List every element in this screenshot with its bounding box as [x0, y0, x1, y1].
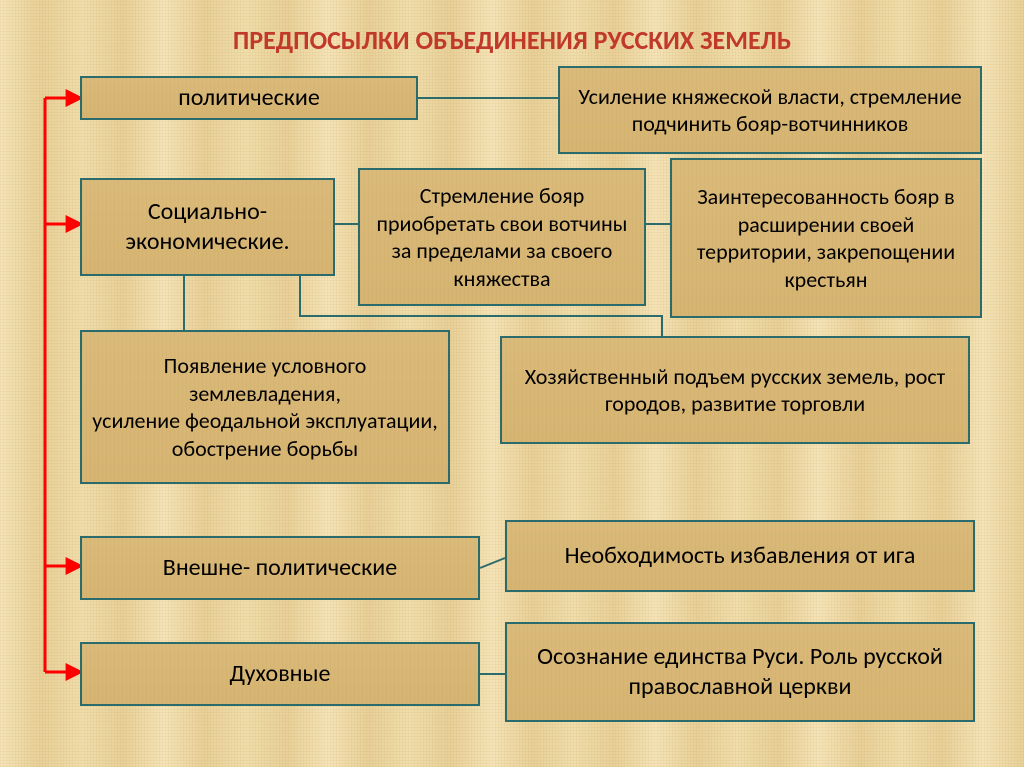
- box-text: Социально- экономические.: [125, 197, 289, 257]
- box-text: Осознание единства Руси. Роль русской пр…: [515, 642, 965, 702]
- box-political: политические: [80, 76, 418, 120]
- box-foreign-detail: Необходимость избавления от ига: [505, 520, 975, 592]
- box-text: политические: [178, 83, 320, 113]
- box-political-detail: Усиление княжеской власти, стремление по…: [558, 66, 982, 154]
- box-spiritual-detail: Осознание единства Руси. Роль русской пр…: [505, 622, 975, 722]
- box-socioeconomic-d1: Стремление бояр приобретать свои вотчины…: [358, 168, 646, 306]
- diagram-title: ПРЕДПОСЫЛКИ ОБЪЕДИНЕНИЯ РУССКИХ ЗЕМЕЛЬ: [0, 24, 1024, 56]
- box-text: Духовные: [230, 659, 331, 689]
- box-text: Заинтересованность бояр в расширении сво…: [680, 183, 972, 293]
- box-text: Хозяйственный подъем русских земель, рос…: [510, 363, 960, 418]
- box-foreign-political: Внешне- политические: [80, 536, 480, 600]
- box-socioeconomic-d4: Хозяйственный подъем русских земель, рос…: [500, 336, 970, 444]
- box-text: Стремление бояр приобретать свои вотчины…: [368, 182, 636, 292]
- box-socioeconomic-d3: Появление условного землевладения, усиле…: [80, 330, 450, 484]
- box-text: Усиление княжеской власти, стремление по…: [568, 83, 972, 138]
- box-text: Внешне- политические: [163, 553, 397, 583]
- box-spiritual: Духовные: [80, 642, 480, 706]
- box-text: Необходимость избавления от ига: [565, 541, 916, 571]
- box-text: Появление условного землевладения, усиле…: [90, 352, 440, 462]
- box-socioeconomic-d2: Заинтересованность бояр в расширении сво…: [670, 158, 982, 318]
- box-socioeconomic: Социально- экономические.: [80, 178, 335, 276]
